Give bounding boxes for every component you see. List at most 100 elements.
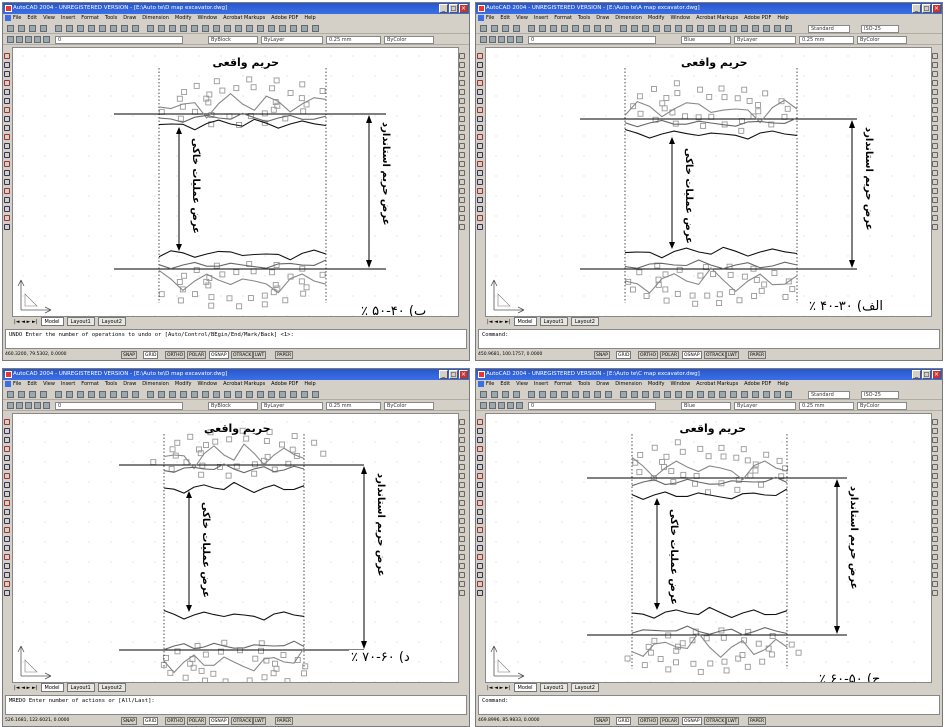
draw-tool-icon[interactable]: [4, 197, 10, 203]
toolbar-icon[interactable]: [528, 25, 535, 32]
modify-tool-icon[interactable]: [932, 482, 938, 488]
modify-tool-icon[interactable]: [932, 188, 938, 194]
status-snap-button[interactable]: SNAP: [121, 717, 138, 725]
draw-tool-icon[interactable]: [4, 572, 10, 578]
toolbar-icon[interactable]: [550, 25, 557, 32]
modify-tool-icon[interactable]: [932, 455, 938, 461]
menu-item-adobe-pdf[interactable]: Adobe PDF: [271, 15, 299, 21]
draw-tool-icon[interactable]: [477, 143, 483, 149]
draw-tool-icon[interactable]: [477, 581, 483, 587]
toolbar-icon[interactable]: [752, 25, 759, 32]
plotstyle-select[interactable]: ByColor: [857, 402, 907, 410]
close-button[interactable]: ×: [459, 4, 468, 13]
toolbar-icon[interactable]: [642, 391, 649, 398]
draw-tool-icon[interactable]: [477, 89, 483, 95]
menu-item-draw[interactable]: Draw: [596, 15, 610, 21]
toolbar-icon[interactable]: [257, 25, 264, 32]
modify-tool-icon[interactable]: [932, 62, 938, 68]
toolbar-icon[interactable]: [110, 25, 117, 32]
toolbar-icon[interactable]: [583, 25, 590, 32]
toolbar-icon[interactable]: [539, 391, 546, 398]
toolbar-icon[interactable]: [642, 25, 649, 32]
layer-icon[interactable]: [43, 36, 50, 43]
layer-icon[interactable]: [34, 402, 41, 409]
layer-icon[interactable]: [16, 402, 23, 409]
modify-tool-icon[interactable]: [932, 179, 938, 185]
status-ortho-button[interactable]: ORTHO: [165, 717, 186, 725]
menu-item-view[interactable]: View: [516, 381, 528, 387]
linetype-select[interactable]: ByLayer: [261, 36, 323, 44]
menu-item-view[interactable]: View: [516, 15, 528, 21]
toolbar-icon[interactable]: [513, 25, 520, 32]
layer-icon[interactable]: [7, 36, 14, 43]
modify-tool-icon[interactable]: [932, 152, 938, 158]
toolbar-icon[interactable]: [605, 391, 612, 398]
toolbar-icon[interactable]: [121, 391, 128, 398]
toolbar-icon[interactable]: [312, 391, 319, 398]
tab-layout1[interactable]: Layout1: [66, 683, 95, 692]
modify-tool-icon[interactable]: [459, 581, 465, 587]
menu-item-dimension[interactable]: Dimension: [142, 381, 169, 387]
toolbar-icon[interactable]: [719, 25, 726, 32]
tab-layout1[interactable]: Layout1: [66, 317, 95, 326]
toolbar-icon[interactable]: [620, 391, 627, 398]
draw-tool-icon[interactable]: [477, 179, 483, 185]
status-ortho-button[interactable]: ORTHO: [638, 351, 659, 359]
toolbar-icon[interactable]: [730, 25, 737, 32]
toolbar-icon[interactable]: [594, 391, 601, 398]
modify-tool-icon[interactable]: [932, 224, 938, 230]
layer-icon[interactable]: [498, 402, 505, 409]
toolbar-icon[interactable]: [550, 391, 557, 398]
draw-tool-icon[interactable]: [4, 80, 10, 86]
modify-tool-icon[interactable]: [459, 527, 465, 533]
draw-tool-icon[interactable]: [4, 563, 10, 569]
menu-item-insert[interactable]: Insert: [60, 381, 76, 387]
modify-tool-icon[interactable]: [932, 428, 938, 434]
toolbar-icon[interactable]: [55, 25, 62, 32]
tab-model[interactable]: Model: [513, 317, 537, 326]
tab-model[interactable]: Model: [513, 683, 537, 692]
toolbar-icon[interactable]: [583, 391, 590, 398]
status-osnap-button[interactable]: OSNAP: [209, 717, 229, 725]
draw-tool-icon[interactable]: [477, 509, 483, 515]
layer-icon[interactable]: [480, 36, 487, 43]
draw-tool-icon[interactable]: [4, 446, 10, 452]
toolbar-icon[interactable]: [664, 391, 671, 398]
layer-icon[interactable]: [516, 36, 523, 43]
toolbar-icon[interactable]: [147, 25, 154, 32]
toolbar-icon[interactable]: [513, 391, 520, 398]
draw-tool-icon[interactable]: [4, 464, 10, 470]
linetype-select[interactable]: ByLayer: [734, 36, 796, 44]
draw-tool-icon[interactable]: [477, 98, 483, 104]
menu-item-format[interactable]: Format: [554, 381, 572, 387]
modify-tool-icon[interactable]: [459, 518, 465, 524]
draw-tool-icon[interactable]: [477, 455, 483, 461]
toolbar-icon[interactable]: [18, 391, 25, 398]
toolbar-icon[interactable]: [40, 391, 47, 398]
lineweight-select[interactable]: 0.25 mm: [799, 36, 854, 44]
tab-layout2[interactable]: Layout2: [97, 683, 126, 692]
menu-item-view[interactable]: View: [43, 381, 55, 387]
modify-tool-icon[interactable]: [459, 572, 465, 578]
drawing-canvas[interactable]: حریم واقعی عرض عملیات خاکی عرض حریم استاند…: [12, 413, 459, 683]
modify-tool-icon[interactable]: [932, 161, 938, 167]
status-grid-button[interactable]: GRID: [143, 717, 159, 725]
toolbar-icon[interactable]: [88, 391, 95, 398]
menu-item-tools[interactable]: Tools: [104, 15, 118, 21]
toolbar-icon[interactable]: [169, 391, 176, 398]
status-paper-button[interactable]: PAPER: [275, 351, 294, 359]
draw-tool-icon[interactable]: [4, 554, 10, 560]
draw-tool-icon[interactable]: [4, 161, 10, 167]
layer-icon[interactable]: [516, 402, 523, 409]
menu-item-insert[interactable]: Insert: [60, 15, 76, 21]
draw-tool-icon[interactable]: [4, 419, 10, 425]
modify-tool-icon[interactable]: [932, 464, 938, 470]
modify-tool-icon[interactable]: [459, 152, 465, 158]
lineweight-select[interactable]: 0.25 mm: [326, 402, 381, 410]
toolbar-icon[interactable]: [235, 391, 242, 398]
layer-icon[interactable]: [25, 402, 32, 409]
status-otrack-button[interactable]: OTRACK: [231, 351, 254, 359]
tab-nav-arrows[interactable]: |◄ ◄ ► ►|: [14, 319, 38, 325]
toolbar-icon[interactable]: [213, 25, 220, 32]
draw-tool-icon[interactable]: [477, 80, 483, 86]
